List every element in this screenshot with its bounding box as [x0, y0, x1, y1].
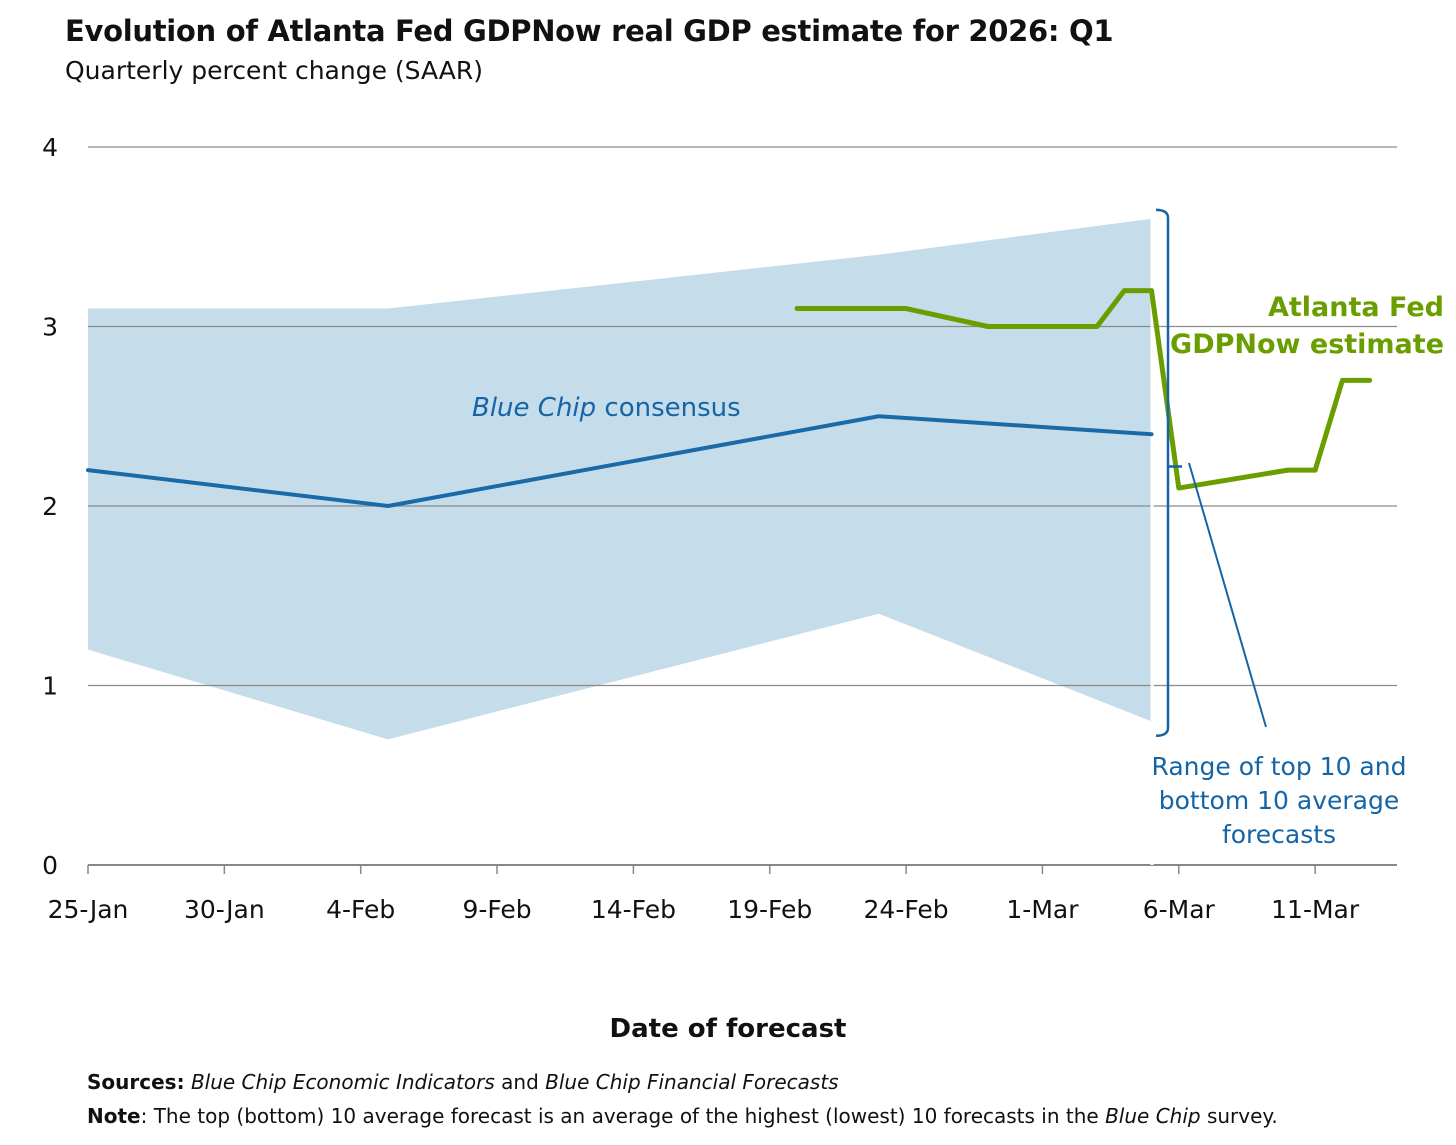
note-text-1: : The top (bottom) 10 average forecast i… — [140, 1104, 1106, 1128]
y-tick-label: 3 — [42, 313, 58, 342]
sources-and: and — [494, 1070, 546, 1094]
range-label-line3: forecasts — [1221, 820, 1337, 849]
note-italic: Blue Chip — [1105, 1104, 1201, 1128]
x-tick-label: 11-Mar — [1271, 895, 1360, 924]
x-tick-label: 9-Feb — [462, 895, 531, 924]
range-label-line2: bottom 10 average — [1158, 786, 1400, 815]
gdpnow-label-line2: GDPNow estimate — [1170, 329, 1444, 360]
chart-subtitle: Quarterly percent change (SAAR) — [65, 56, 484, 85]
sources-italic-2: Blue Chip Financial Forecasts — [545, 1070, 839, 1094]
sources-line: Sources: Blue Chip Economic Indicators a… — [87, 1070, 839, 1094]
blue-chip-label: Blue Chip consensus — [472, 393, 741, 423]
x-tick-label: 25-Jan — [48, 895, 129, 924]
blue-chip-label-rest: consensus — [596, 393, 741, 423]
sources-italic-1: Blue Chip Economic Indicators — [190, 1070, 495, 1094]
range-label-line1: Range of top 10 and — [1151, 752, 1407, 781]
y-tick-label: 4 — [42, 133, 58, 162]
range-label: Range of top 10 and bottom 10 average fo… — [1140, 750, 1418, 852]
x-tick-label: 19-Feb — [727, 895, 812, 924]
note-label: Note — [87, 1104, 141, 1128]
y-tick-label: 2 — [42, 492, 58, 521]
gdpnow-label-line1: Atlanta Fed — [1267, 292, 1444, 323]
range-bracket — [1155, 208, 1182, 738]
note-text-2: survey. — [1200, 1104, 1278, 1128]
x-tick-label: 1-Mar — [1006, 895, 1079, 924]
gdpnow-label: Atlanta Fed GDPNow estimate — [1170, 289, 1444, 363]
chart-title: Evolution of Atlanta Fed GDPNow real GDP… — [65, 14, 1114, 48]
x-tick-label: 30-Jan — [184, 895, 265, 924]
sources-label: Sources: — [87, 1070, 185, 1094]
note-line: Note: The top (bottom) 10 average foreca… — [87, 1104, 1278, 1128]
range-band — [88, 218, 1152, 740]
y-tick-label: 0 — [42, 851, 58, 880]
x-tick-label: 6-Mar — [1143, 895, 1216, 924]
x-tick-label: 14-Feb — [591, 895, 676, 924]
range-leader-line — [1188, 462, 1267, 728]
y-tick-label: 1 — [42, 672, 58, 701]
blue-chip-line — [86, 414, 1154, 508]
x-tick-label: 4-Feb — [326, 895, 395, 924]
x-axis-label: Date of forecast — [609, 1014, 847, 1044]
x-tick-label: 24-Feb — [864, 895, 949, 924]
blue-chip-label-italic: Blue Chip — [472, 393, 597, 423]
